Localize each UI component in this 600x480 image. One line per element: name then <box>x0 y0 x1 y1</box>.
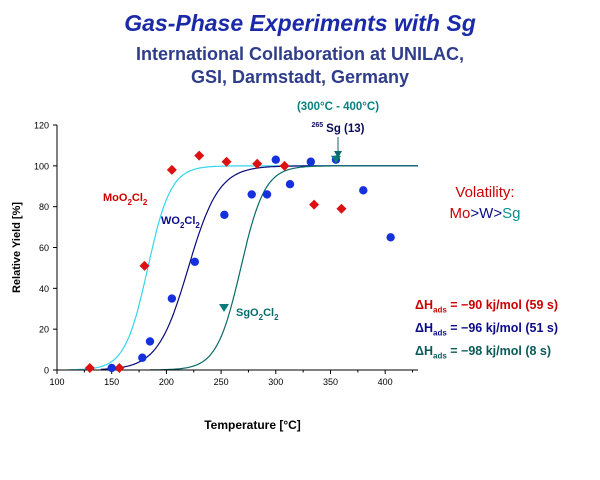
point-WO2Cl2 <box>306 157 315 166</box>
point-MoO2Cl2 <box>252 158 263 169</box>
y-tick-label: 60 <box>39 243 49 253</box>
enthalpy-value: = −90 kj/mol (59 s) <box>446 298 558 312</box>
y-tick-label: 80 <box>39 202 49 212</box>
point-MoO2Cl2 <box>336 203 347 214</box>
fit-curve-SgO2Cl2 <box>150 165 418 371</box>
series-label-SgO2Cl2: SgO2Cl2 <box>236 307 279 322</box>
enthalpy-value: = −98 kj/mol (8 s) <box>446 344 552 358</box>
y-tick-label: 40 <box>39 284 49 294</box>
y-axis-label: Relative Yield [%] <box>11 202 23 293</box>
annotation-isotope-mass: 265 <box>311 122 323 129</box>
point-WO2Cl2 <box>107 363 116 373</box>
point-WO2Cl2 <box>190 257 200 266</box>
volatility-mo: Mo <box>449 205 471 222</box>
point-MoO2Cl2 <box>139 260 150 271</box>
subtitle-line1: International Collaboration at UNILAC, <box>135 44 464 64</box>
series-label-WO2Cl2: WO2Cl2 <box>161 215 200 230</box>
enthalpy-mo: ΔHads = −90 kj/mol (59 s) <box>415 298 558 315</box>
point-MoO2Cl2 <box>194 150 205 161</box>
enthalpy-w: ΔHads = −96 kj/mol (51 s) <box>415 321 558 338</box>
enthalpy-symbol: ΔH <box>415 321 434 335</box>
enthalpy-value: = −96 kj/mol (51 s) <box>446 321 558 335</box>
enthalpy-subscript: ads <box>433 328 447 338</box>
volatility-gt-1: > <box>470 205 480 222</box>
page-title: Gas-Phase Experiments with Sg <box>124 10 476 36</box>
point-MoO2Cl2 <box>166 164 177 175</box>
x-tick-label: 150 <box>104 377 119 387</box>
point-WO2Cl2 <box>359 186 368 195</box>
point-WO2Cl2 <box>262 190 272 199</box>
point-MoO2Cl2 <box>221 156 232 167</box>
x-tick-label: 250 <box>214 377 229 387</box>
subtitle-line2: GSI, Darmstadt, Germany <box>190 67 410 87</box>
enthalpy-sg: ΔHads = −98 kj/mol (8 s) <box>415 344 551 361</box>
x-tick-label: 350 <box>323 377 338 387</box>
legend-marker-SgO2Cl2 <box>219 304 229 312</box>
point-WO2Cl2 <box>386 233 395 242</box>
point-WO2Cl2 <box>220 210 229 220</box>
point-WO2Cl2 <box>247 190 256 199</box>
point-SgO2Cl2 <box>330 155 341 164</box>
annotation-isotope-count: 265 Sg (13) <box>311 122 364 135</box>
volatility-sg: Sg <box>502 205 521 222</box>
y-tick-label: 0 <box>44 366 49 376</box>
enthalpy-symbol: ΔH <box>415 298 434 312</box>
series-label-MoO2Cl2: MoO2Cl2 <box>103 192 148 207</box>
annotation-temperature-range: (300°C - 400°C) <box>297 101 379 113</box>
point-WO2Cl2 <box>285 180 295 189</box>
x-tick-label: 300 <box>268 377 283 387</box>
x-axis-label: Temperature [°C] <box>204 418 301 432</box>
volatility-w: W <box>479 205 494 222</box>
x-tick-label: 100 <box>49 377 64 387</box>
point-WO2Cl2 <box>167 294 177 303</box>
annotation-isotope-text: Sg (13) <box>326 123 365 135</box>
x-tick-label: 400 <box>378 377 393 387</box>
y-tick-label: 100 <box>34 161 49 171</box>
point-WO2Cl2 <box>138 353 147 362</box>
volatility-gt-2: > <box>493 205 503 222</box>
annotation-arrowhead <box>334 151 342 158</box>
point-MoO2Cl2 <box>279 160 290 171</box>
point-MoO2Cl2 <box>114 362 125 373</box>
point-MoO2Cl2 <box>309 199 320 210</box>
enthalpy-subscript: ads <box>433 305 447 315</box>
x-tick-label: 200 <box>159 377 174 387</box>
enthalpy-subscript: ads <box>433 351 447 361</box>
point-MoO2Cl2 <box>84 362 95 373</box>
volatility-order: Mo>W>Sg <box>430 205 540 222</box>
point-WO2Cl2 <box>271 155 280 164</box>
enthalpy-symbol: ΔH <box>415 344 434 358</box>
point-WO2Cl2 <box>145 337 155 346</box>
volatility-title: Volatility: <box>455 184 515 201</box>
y-tick-label: 20 <box>39 325 49 335</box>
y-tick-label: 120 <box>34 121 49 131</box>
